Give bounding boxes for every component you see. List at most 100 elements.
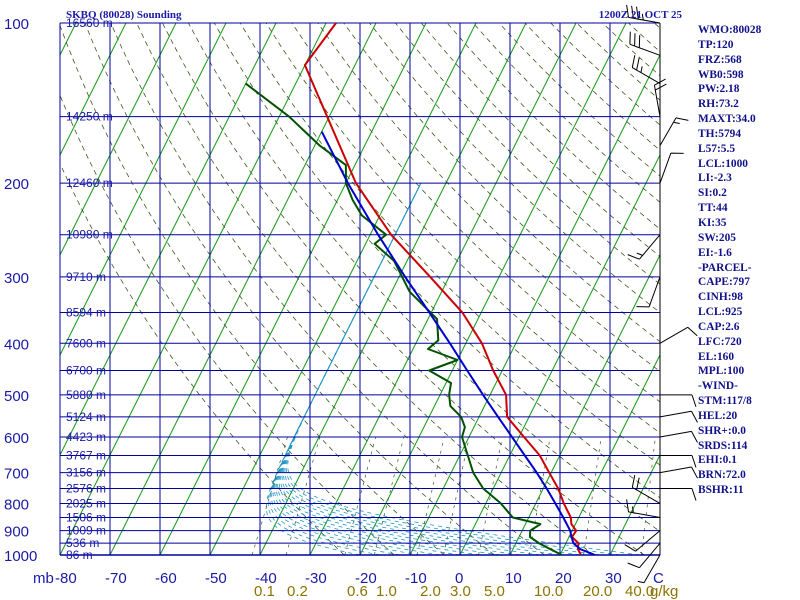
wind-barb-staff — [659, 454, 697, 468]
wind-barb — [636, 276, 661, 308]
index-item: CAPE:797 — [698, 276, 750, 289]
temperature-tick-label: 20 — [555, 570, 572, 587]
wind-barb — [659, 117, 689, 146]
wind-barb-staff — [659, 117, 689, 146]
dry-adiabat — [213, 23, 660, 499]
wind-barb-staff — [627, 234, 661, 260]
index-item: BSHR:11 — [698, 484, 744, 497]
temperature-tick-label: -20 — [355, 570, 377, 587]
height-label: 5880 m — [66, 388, 106, 402]
valid-time: 1200Z 21 OCT 25 — [598, 9, 682, 21]
height-label: 16560 m — [66, 16, 113, 30]
index-item: MPL:100 — [698, 365, 745, 378]
wind-barb — [627, 234, 661, 260]
wind-barb — [659, 466, 698, 479]
temperature-tick-label: -70 — [105, 570, 127, 587]
temperature-line — [303, 23, 582, 555]
moist-adiabat — [269, 182, 422, 555]
isotherm-line — [259, 23, 527, 555]
pressure-tick-label: 600 — [4, 430, 29, 447]
isotherm-line — [359, 23, 627, 555]
wind-barb — [659, 326, 698, 344]
index-item: FRZ:568 — [698, 53, 742, 66]
wind-barb-staff — [659, 326, 698, 344]
mixing-ratio-label: 1.0 — [376, 583, 397, 600]
mixing-ratio-line — [641, 436, 656, 555]
profile-lines — [245, 23, 596, 555]
index-item: CAP:2.6 — [698, 320, 740, 333]
wind-barb-staff — [659, 410, 698, 423]
index-item: LCL:1000 — [698, 157, 748, 170]
temperature-tick-label: 0 — [455, 570, 463, 587]
index-item: CINH:98 — [698, 291, 743, 304]
mixing-ratio-label: 0.2 — [287, 583, 308, 600]
mixing-ratio-label: 0.6 — [347, 583, 368, 600]
moist-adiabat — [284, 182, 601, 555]
mixing-ratio-label: g/kg — [650, 583, 678, 600]
temperature-tick-label: 30 — [605, 570, 622, 587]
wind-barb — [659, 152, 684, 184]
mixing-ratio-label: 40.0 — [625, 583, 654, 600]
index-item: PW:2.18 — [698, 83, 740, 96]
isotherm-line — [559, 353, 660, 555]
wind-barb-staff — [659, 152, 684, 184]
isotherm-line — [509, 253, 660, 555]
moist-adiabat — [287, 182, 641, 555]
height-label: 1506 m — [66, 510, 106, 524]
wind-barb — [653, 78, 667, 117]
index-item: LFC:720 — [698, 335, 742, 348]
index-item: LI:-2.3 — [698, 172, 732, 185]
chart-title: SKBQ (80028) Sounding — [66, 9, 182, 21]
index-item: RH:73.2 — [698, 98, 739, 111]
index-item: -WIND- — [698, 380, 738, 393]
pressure-tick-label: 900 — [4, 524, 29, 541]
index-item: SI:0.2 — [698, 187, 727, 200]
wind-barb-staff — [637, 554, 661, 584]
isotherm-line — [409, 53, 660, 555]
wind-barb — [659, 488, 697, 501]
height-label: 4423 m — [66, 430, 106, 444]
height-label: 12460 m — [66, 176, 113, 190]
height-label: 7600 m — [66, 336, 106, 350]
height-label: 9710 m — [66, 270, 106, 284]
index-item: STM:117/8 — [698, 395, 752, 408]
mixing-ratio-label: 2.0 — [420, 583, 441, 600]
wind-barb — [659, 410, 698, 423]
moist-adiabat — [267, 182, 422, 555]
wind-barb — [624, 530, 661, 552]
wind-barb — [626, 4, 661, 24]
isotherm-line — [209, 23, 477, 555]
wind-barb-staff — [626, 4, 661, 24]
height-label: 2025 m — [66, 496, 106, 510]
index-item: -PARCEL- — [698, 261, 752, 274]
pressure-tick-label: 800 — [4, 496, 29, 513]
isotherm-line — [309, 23, 577, 555]
index-item: SRDS:114 — [698, 439, 748, 452]
height-label: 86 m — [66, 548, 93, 562]
height-label: 536 m — [66, 536, 99, 550]
wind-barb-staff — [659, 394, 697, 408]
wind-barb-staff — [659, 430, 698, 443]
isotherm-line — [760, 23, 800, 555]
wind-barb — [627, 542, 661, 569]
isotherm-line — [109, 23, 377, 555]
index-item: EL:160 — [698, 350, 735, 363]
index-item: BRN:72.0 — [698, 469, 746, 482]
temperature-tick-label: -60 — [155, 570, 177, 587]
moist-adiabat — [283, 182, 581, 555]
index-item: WB0:598 — [698, 68, 744, 81]
moist-adiabat — [271, 182, 422, 555]
wind-barb — [629, 31, 661, 56]
wind-barb-staff — [636, 276, 661, 308]
moist-adiabat — [272, 182, 441, 555]
isotherm-line — [159, 23, 427, 555]
mixing-ratio-line — [443, 436, 470, 555]
pressure-tick-label: 300 — [4, 270, 29, 287]
wind-barb — [659, 394, 697, 408]
wind-barb — [659, 454, 697, 468]
pressure-axis-unit: mb — [33, 570, 54, 587]
wind-barb — [659, 430, 698, 443]
grid — [59, 22, 661, 556]
isotherm-line — [60, 23, 127, 157]
